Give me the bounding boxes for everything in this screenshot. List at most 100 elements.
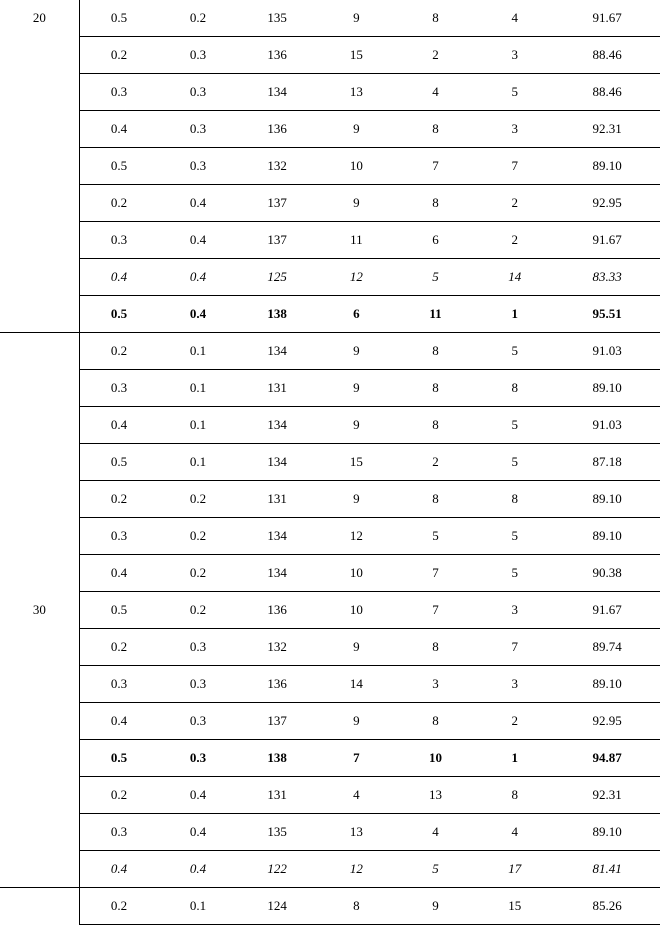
table-cell: 0.1: [158, 444, 237, 481]
table-cell: 0.3: [158, 703, 237, 740]
table-cell: 9: [317, 370, 396, 407]
table-row: 0.20.413798292.95: [0, 185, 660, 222]
table-cell: 9: [317, 407, 396, 444]
table-cell: 7: [396, 555, 475, 592]
table-cell: 0.4: [158, 222, 237, 259]
table-row: 0.40.113498591.03: [0, 407, 660, 444]
table-row: 0.30.113198889.10: [0, 370, 660, 407]
table-cell: 17: [475, 851, 554, 888]
table-cell: 8: [396, 185, 475, 222]
table-cell: 122: [238, 851, 317, 888]
table-cell: 13: [317, 814, 396, 851]
table-cell: 91.67: [554, 222, 660, 259]
table-cell: 89.10: [554, 370, 660, 407]
table-cell: 0.3: [158, 148, 237, 185]
table-cell: 89.10: [554, 481, 660, 518]
table-cell: 91.03: [554, 333, 660, 370]
table-cell: 0.2: [79, 481, 158, 518]
table-row: 0.30.2134125589.10: [0, 518, 660, 555]
table-row: 0.20.4131413892.31: [0, 777, 660, 814]
table-cell: 137: [238, 185, 317, 222]
table-cell: 92.95: [554, 703, 660, 740]
table-row: 0.50.2136107391.67: [0, 592, 660, 629]
table-cell: 8: [396, 629, 475, 666]
table-cell: 9: [317, 111, 396, 148]
table-row: 0.50.3138710194.87: [0, 740, 660, 777]
table-cell: 0.4: [79, 851, 158, 888]
table-cell: 14: [317, 666, 396, 703]
table-cell: 0.2: [158, 0, 237, 37]
table-cell: 9: [396, 888, 475, 925]
table-cell: 8: [396, 333, 475, 370]
table-cell: 124: [238, 888, 317, 925]
table-cell: 10: [317, 592, 396, 629]
table-cell: 0.4: [79, 259, 158, 296]
table-cell: 5: [475, 407, 554, 444]
table-cell: 8: [396, 407, 475, 444]
table-cell: 8: [396, 111, 475, 148]
table-cell: 5: [396, 259, 475, 296]
table-cell: 5: [475, 555, 554, 592]
table-cell: 138: [238, 740, 317, 777]
table-cell: 91.67: [554, 0, 660, 37]
group-label-cell: 20: [0, 0, 79, 333]
table-row: 300.20.113498591.03: [0, 333, 660, 370]
table-cell: 0.1: [158, 407, 237, 444]
table-cell: 10: [317, 555, 396, 592]
table-cell: 0.2: [79, 777, 158, 814]
table-cell: 13: [396, 777, 475, 814]
table-cell: 7: [317, 740, 396, 777]
table-row: 0.50.1134152587.18: [0, 444, 660, 481]
table-cell: 8: [396, 481, 475, 518]
table-row: 0.30.3136143389.10: [0, 666, 660, 703]
table-cell: 2: [475, 185, 554, 222]
table-cell: 134: [238, 518, 317, 555]
table-cell: 137: [238, 703, 317, 740]
group-label-cell: [0, 888, 79, 925]
table-cell: 0.1: [158, 888, 237, 925]
table-cell: 4: [317, 777, 396, 814]
table-cell: 95.51: [554, 296, 660, 333]
table-row: 0.50.3132107789.10: [0, 148, 660, 185]
table-cell: 0.3: [79, 518, 158, 555]
table-cell: 8: [396, 370, 475, 407]
table-cell: 90.38: [554, 555, 660, 592]
table-cell: 12: [317, 518, 396, 555]
table-cell: 10: [317, 148, 396, 185]
table-cell: 0.2: [158, 592, 237, 629]
table-cell: 132: [238, 148, 317, 185]
table-row: 0.40.41251251483.33: [0, 259, 660, 296]
table-cell: 1: [475, 296, 554, 333]
table-cell: 2: [396, 37, 475, 74]
table-cell: 9: [317, 703, 396, 740]
table-cell: 0.4: [79, 555, 158, 592]
table-cell: 8: [475, 370, 554, 407]
table-cell: 0.4: [158, 259, 237, 296]
table-cell: 4: [475, 0, 554, 37]
table-row: 0.30.3134134588.46: [0, 74, 660, 111]
table-cell: 15: [475, 888, 554, 925]
data-table: 200.50.213598491.670.20.3136152388.460.3…: [0, 0, 660, 925]
table-cell: 0.5: [79, 296, 158, 333]
table-cell: 132: [238, 629, 317, 666]
table-cell: 3: [475, 592, 554, 629]
table-cell: 0.3: [79, 74, 158, 111]
table-row: 0.20.1124891585.26: [0, 888, 660, 925]
table-cell: 0.3: [158, 74, 237, 111]
table-cell: 0.3: [158, 111, 237, 148]
table-cell: 10: [396, 740, 475, 777]
table-cell: 0.2: [79, 629, 158, 666]
table-cell: 0.5: [79, 592, 158, 629]
table-cell: 8: [396, 0, 475, 37]
table-row: 0.20.3136152388.46: [0, 37, 660, 74]
table-cell: 87.18: [554, 444, 660, 481]
table-row: 0.30.4137116291.67: [0, 222, 660, 259]
table-cell: 6: [396, 222, 475, 259]
table-row: 0.50.4138611195.51: [0, 296, 660, 333]
table-cell: 91.03: [554, 407, 660, 444]
table-cell: 0.4: [158, 851, 237, 888]
table-cell: 2: [475, 222, 554, 259]
table-cell: 0.2: [79, 333, 158, 370]
table-cell: 4: [396, 814, 475, 851]
table-cell: 8: [396, 703, 475, 740]
